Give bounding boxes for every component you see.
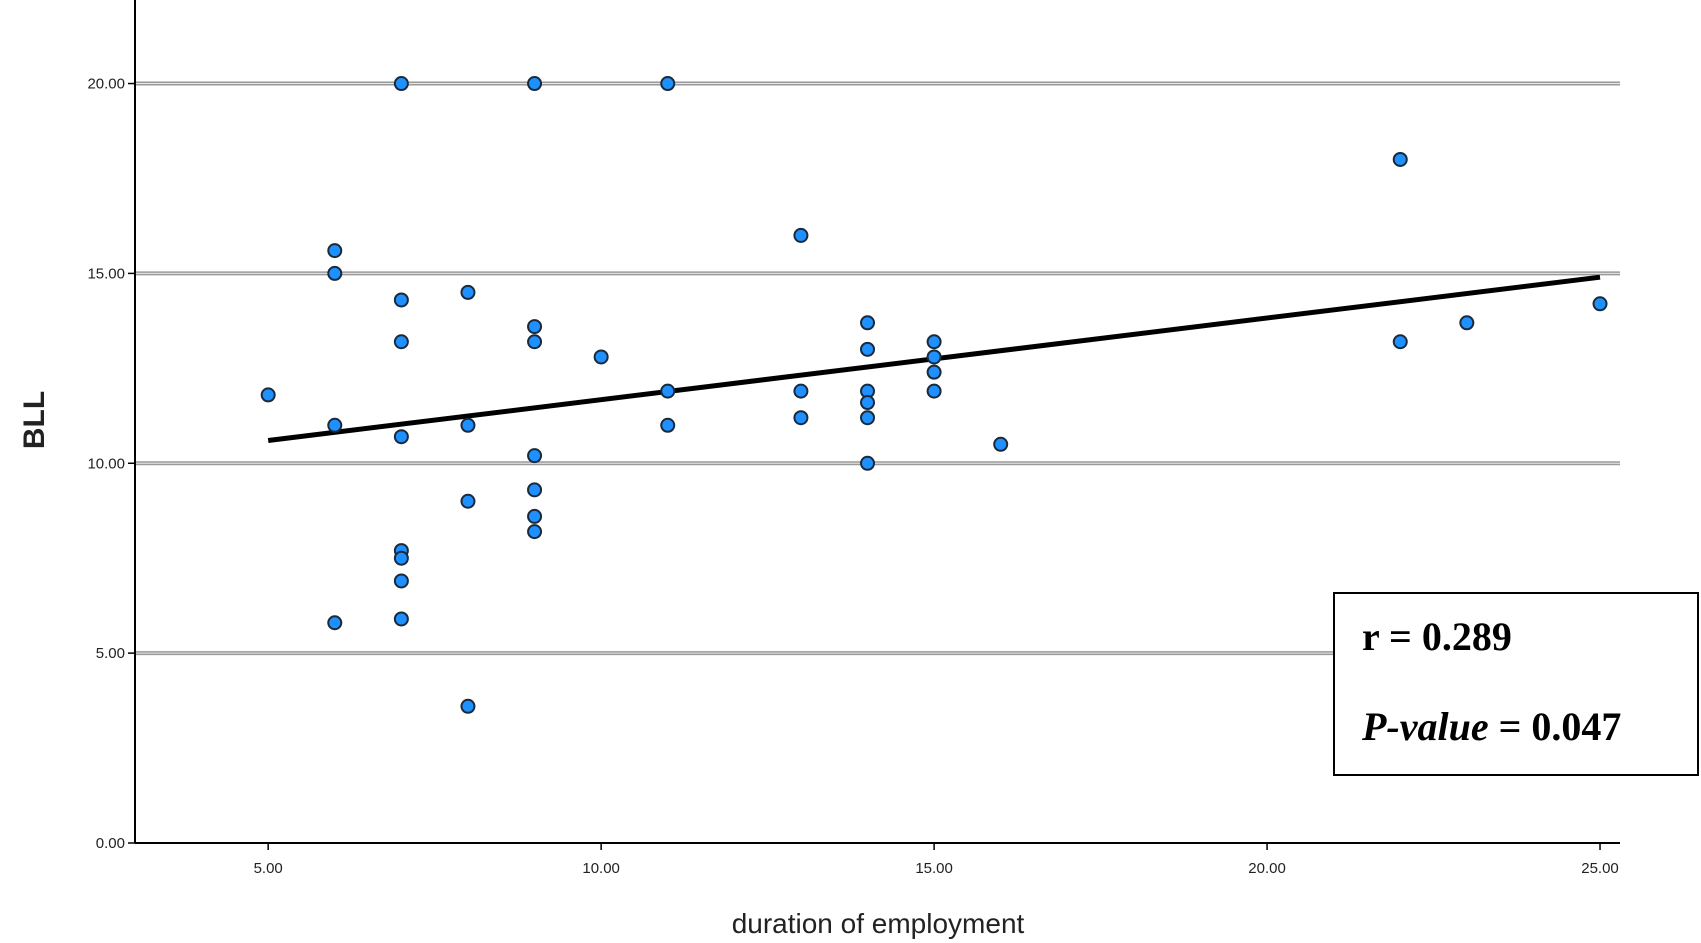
data-point — [393, 292, 409, 308]
data-point — [593, 349, 609, 365]
data-point — [660, 383, 676, 399]
data-point — [860, 315, 876, 331]
x-tick-labels: 5.00 10.00 15.00 20.00 25.00 — [254, 860, 1619, 877]
data-point — [926, 383, 942, 399]
data-point — [793, 227, 809, 243]
grid-lines — [135, 81, 1620, 656]
data-point — [660, 76, 676, 92]
stats-annotation-box: r = 0.289 P-value = 0.047 — [1333, 592, 1699, 776]
data-point — [260, 387, 276, 403]
x-tick-label: 10.00 — [582, 860, 620, 877]
x-tick-label: 15.00 — [915, 860, 953, 877]
data-point — [527, 524, 543, 540]
p-value-number: = 0.047 — [1489, 704, 1622, 749]
data-point — [393, 573, 409, 589]
data-point — [327, 615, 343, 631]
data-point — [993, 436, 1009, 452]
y-tick-label: 15.00 — [87, 265, 125, 282]
data-point — [1392, 334, 1408, 350]
data-point — [327, 417, 343, 433]
data-point — [460, 284, 476, 300]
data-point — [527, 319, 543, 335]
data-point — [393, 550, 409, 566]
data-point — [527, 76, 543, 92]
data-point — [527, 508, 543, 524]
data-point — [660, 417, 676, 433]
y-tick-label: 20.00 — [87, 76, 125, 93]
y-tick-label: 5.00 — [96, 645, 125, 662]
data-point — [926, 364, 942, 380]
data-point — [793, 383, 809, 399]
data-point — [393, 334, 409, 350]
data-point — [1592, 296, 1608, 312]
data-point — [1392, 151, 1408, 167]
y-tick-label: 0.00 — [96, 835, 125, 852]
data-point — [926, 349, 942, 365]
data-point — [793, 410, 809, 426]
data-point — [393, 429, 409, 445]
stats-box-border — [1333, 592, 1699, 776]
y-tick-label: 10.00 — [87, 455, 125, 472]
data-point — [393, 76, 409, 92]
data-point — [860, 341, 876, 357]
x-tick-label: 20.00 — [1248, 860, 1286, 877]
data-point — [327, 265, 343, 281]
data-point — [860, 455, 876, 471]
data-point — [460, 493, 476, 509]
data-point — [527, 448, 543, 464]
data-point — [460, 417, 476, 433]
p-value-label: P-value — [1361, 704, 1489, 749]
data-point — [527, 482, 543, 498]
p-value-text: P-value = 0.047 — [1361, 704, 1621, 749]
data-point — [527, 334, 543, 350]
y-axis-title: BLL — [18, 391, 51, 449]
data-point — [1459, 315, 1475, 331]
data-point — [327, 243, 343, 259]
data-point — [393, 611, 409, 627]
axes — [128, 0, 1620, 850]
data-point — [860, 410, 876, 426]
y-tick-labels: 0.00 5.00 10.00 15.00 20.00 — [87, 76, 125, 852]
data-point — [926, 334, 942, 350]
correlation-r-text: r = 0.289 — [1362, 614, 1512, 659]
x-tick-label: 5.00 — [254, 860, 283, 877]
data-point — [860, 395, 876, 411]
data-point — [460, 698, 476, 714]
x-axis-title: duration of employment — [732, 908, 1025, 939]
x-tick-label: 25.00 — [1581, 860, 1619, 877]
data-points — [260, 76, 1608, 714]
